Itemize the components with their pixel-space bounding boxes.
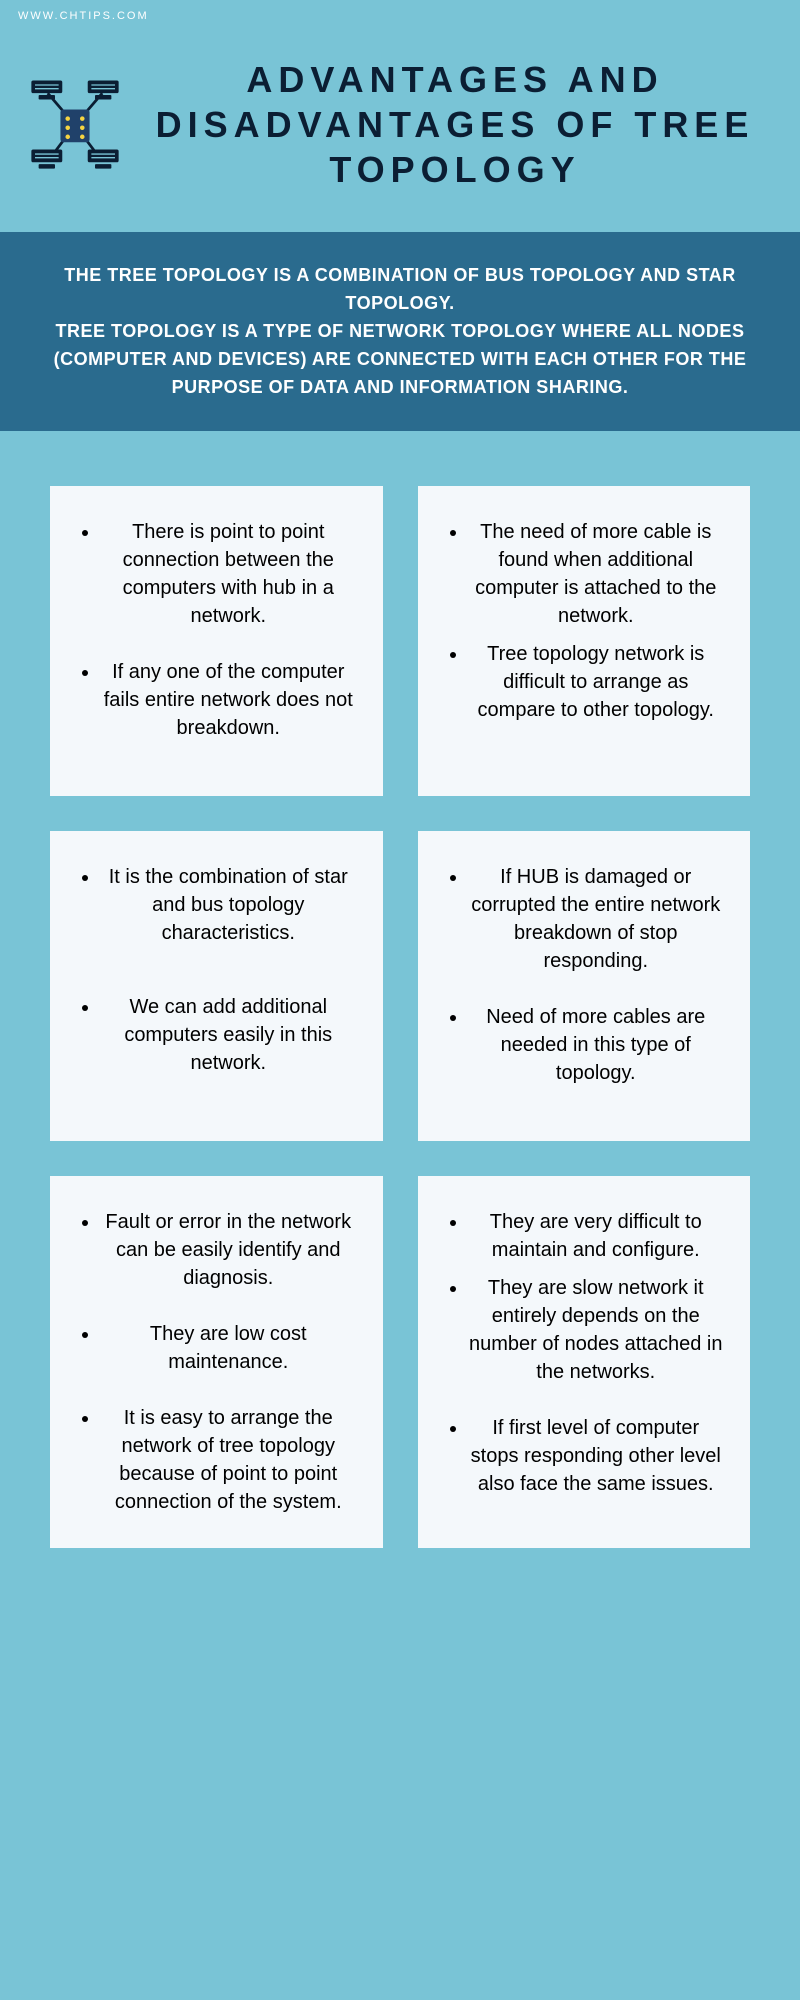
list-item: If any one of the computer fails entire … bbox=[100, 658, 357, 742]
list-item: They are very difficult to maintain and … bbox=[468, 1208, 725, 1264]
list-item: There is point to point connection betwe… bbox=[100, 518, 357, 630]
site-url: WWW.CHTIPS.COM bbox=[0, 0, 800, 32]
advantage-card: There is point to point connection betwe… bbox=[50, 486, 383, 796]
content-area: There is point to point connection betwe… bbox=[0, 431, 800, 2000]
disadvantage-card: The need of more cable is found when add… bbox=[418, 486, 751, 796]
description-text: THE TREE TOPOLOGY IS A COMBINATION OF BU… bbox=[28, 262, 772, 401]
list-item: The need of more cable is found when add… bbox=[468, 518, 725, 630]
disadvantage-card: If HUB is damaged or corrupted the entir… bbox=[418, 831, 751, 1141]
list-item: They are low cost maintenance. bbox=[100, 1320, 357, 1376]
list-item: It is easy to arrange the network of tre… bbox=[100, 1404, 357, 1516]
advantage-card: Fault or error in the network can be eas… bbox=[50, 1176, 383, 1548]
list-item: Need of more cables are needed in this t… bbox=[468, 1003, 725, 1087]
list-item: Fault or error in the network can be eas… bbox=[100, 1208, 357, 1292]
list-item: Tree topology network is difficult to ar… bbox=[468, 640, 725, 724]
list-item: We can add additional computers easily i… bbox=[100, 993, 357, 1077]
page-title: ADVANTAGES AND DISADVANTAGES OF TREE TOP… bbox=[140, 57, 770, 192]
tree-topology-icon bbox=[20, 75, 130, 175]
page: WWW.CHTIPS.COM bbox=[0, 0, 800, 2000]
list-item: If HUB is damaged or corrupted the entir… bbox=[468, 863, 725, 975]
list-item: They are slow network it entirely depend… bbox=[468, 1274, 725, 1386]
advantage-card: It is the combination of star and bus to… bbox=[50, 831, 383, 1141]
list-item: If first level of computer stops respond… bbox=[468, 1414, 725, 1498]
description-band: THE TREE TOPOLOGY IS A COMBINATION OF BU… bbox=[0, 232, 800, 431]
header: ADVANTAGES AND DISADVANTAGES OF TREE TOP… bbox=[0, 32, 800, 232]
list-item: It is the combination of star and bus to… bbox=[100, 863, 357, 947]
disadvantage-card: They are very difficult to maintain and … bbox=[418, 1176, 751, 1548]
card-grid: There is point to point connection betwe… bbox=[50, 486, 750, 1548]
